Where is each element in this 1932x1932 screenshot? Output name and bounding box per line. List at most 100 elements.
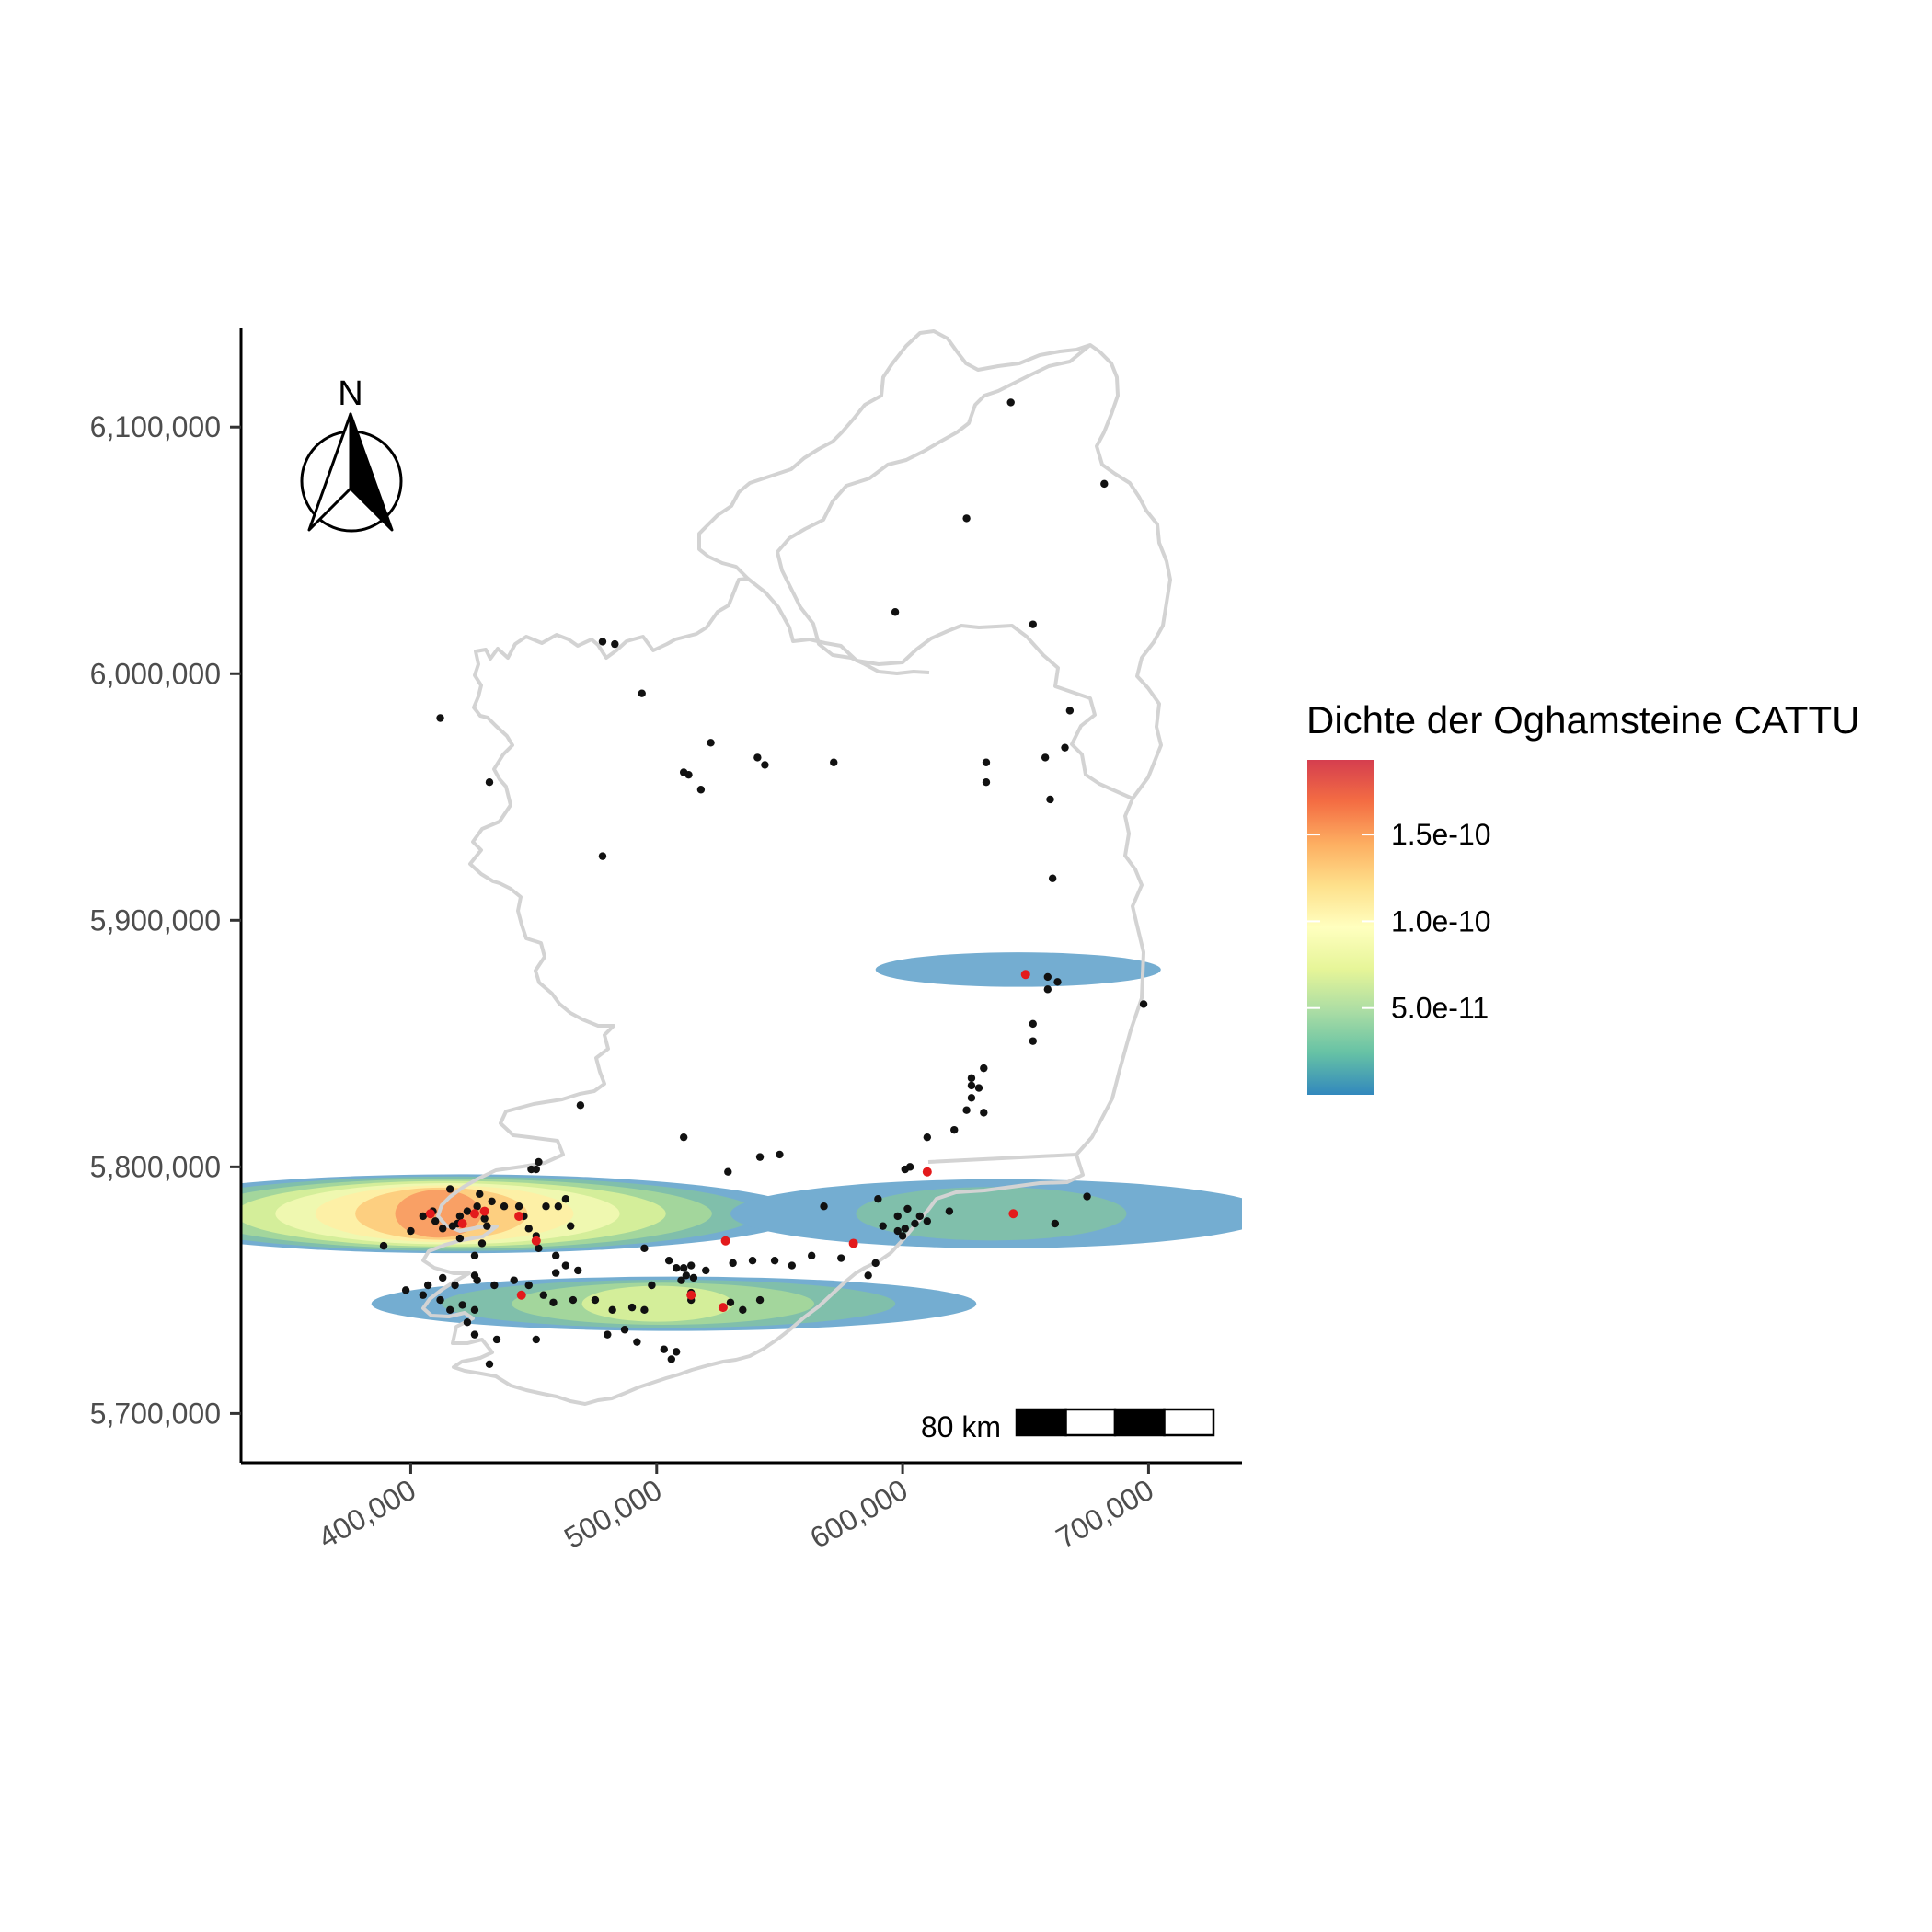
stone-point xyxy=(837,1254,845,1262)
stone-point xyxy=(490,1281,499,1290)
stone-point xyxy=(455,1234,465,1243)
scale-bar-segment xyxy=(1113,1408,1166,1437)
cattu-stone-point xyxy=(922,1167,932,1177)
stone-point xyxy=(982,778,991,787)
stone-point xyxy=(724,1167,732,1176)
stone-point xyxy=(554,1202,563,1211)
stone-point xyxy=(696,786,706,794)
stone-point xyxy=(532,1335,540,1344)
stone-point xyxy=(962,1106,971,1114)
stone-point xyxy=(446,1185,454,1193)
stone-point xyxy=(950,1125,959,1134)
stone-point xyxy=(1139,1000,1148,1008)
y-tick-label: 5,900,000 xyxy=(90,903,221,937)
coastline xyxy=(421,329,1172,1406)
stone-point xyxy=(458,1301,466,1309)
stone-point xyxy=(500,1202,509,1211)
stone-point xyxy=(611,639,619,649)
stone-point xyxy=(633,1338,641,1346)
north-arrow-right-half xyxy=(349,412,394,532)
stone-point xyxy=(820,1202,828,1211)
stone-point xyxy=(1029,1019,1037,1029)
stone-point xyxy=(686,1261,696,1270)
cattu-stone-point xyxy=(531,1236,541,1246)
density-contour xyxy=(875,952,1161,987)
stone-point xyxy=(1048,874,1057,882)
cattu-stone-point xyxy=(686,1290,696,1300)
stone-point xyxy=(702,1266,710,1275)
stone-point xyxy=(524,1281,533,1290)
stone-point xyxy=(1100,479,1109,489)
scale-bar-segment xyxy=(1015,1408,1067,1437)
cattu-stone-point xyxy=(516,1290,526,1300)
stone-point xyxy=(788,1261,797,1270)
cattu-stone-point xyxy=(720,1236,730,1246)
stone-point xyxy=(535,1244,543,1253)
stone-point xyxy=(401,1286,410,1294)
stone-point xyxy=(1053,978,1062,986)
stone-point xyxy=(893,1226,902,1236)
stone-point xyxy=(879,1222,887,1230)
stone-point xyxy=(864,1271,872,1280)
map-panel xyxy=(241,329,1242,1406)
stone-point xyxy=(419,1291,428,1299)
irish-sea-coast xyxy=(1088,343,1172,800)
density-zone-south xyxy=(371,1276,977,1331)
stone-point xyxy=(729,1259,737,1268)
stone-point xyxy=(962,514,971,523)
cattu-stone-point xyxy=(848,1238,858,1248)
stone-point xyxy=(535,1157,543,1167)
stone-point xyxy=(470,1251,479,1260)
stone-point xyxy=(483,1222,491,1230)
north-arrow-label: N xyxy=(338,374,362,413)
stone-point xyxy=(901,1225,909,1233)
stone-point xyxy=(1029,620,1037,628)
stone-point xyxy=(551,1269,560,1277)
stone-point xyxy=(407,1226,415,1236)
density-layer xyxy=(241,952,1242,1331)
stone-point xyxy=(527,1165,535,1174)
legend-colorbar xyxy=(1307,760,1374,1095)
stone-point xyxy=(667,1355,676,1363)
stone-point xyxy=(640,1305,649,1315)
points-layer xyxy=(379,398,1148,1368)
y-tick-label: 6,000,000 xyxy=(90,657,221,690)
stone-point xyxy=(1065,707,1075,715)
stone-point xyxy=(755,1153,765,1161)
stone-point xyxy=(903,1204,912,1213)
stone-point xyxy=(451,1281,459,1290)
stone-point xyxy=(574,1266,582,1275)
stone-point xyxy=(514,1202,523,1211)
density-zone-east xyxy=(875,952,1161,987)
stone-point xyxy=(470,1305,479,1315)
stone-point xyxy=(689,1273,698,1282)
stone-point xyxy=(446,1305,454,1315)
stone-point xyxy=(923,1217,932,1225)
x-tick-label: 600,000 xyxy=(804,1473,913,1555)
stone-point xyxy=(898,1232,907,1240)
y-ticks: 5,700,000 5,800,000 5,900,000 6,000,000 6,10… xyxy=(90,410,241,1430)
stone-point xyxy=(982,758,991,766)
stone-point xyxy=(945,1207,954,1215)
legend: Dichte der Oghamsteine CATTU 5.0e-11 1.0e… xyxy=(1306,698,1859,1095)
cattu-stone-point xyxy=(425,1209,435,1219)
north-arrow: N xyxy=(300,374,403,533)
stone-point xyxy=(488,1197,496,1206)
density-zone-southeast xyxy=(730,1179,1242,1248)
stone-point xyxy=(473,1202,481,1211)
stone-point xyxy=(419,1212,428,1221)
scale-bar-label: 80 km xyxy=(921,1410,1001,1443)
cattu-stone-point xyxy=(514,1211,524,1221)
stone-point xyxy=(923,1133,932,1142)
stone-point xyxy=(753,753,762,762)
stone-point xyxy=(604,1330,612,1339)
legend-title: Dichte der Oghamsteine CATTU xyxy=(1306,698,1859,742)
stone-point xyxy=(608,1305,616,1315)
stone-point xyxy=(684,770,693,779)
stone-point xyxy=(911,1219,919,1228)
stone-point xyxy=(770,1257,779,1265)
stone-point xyxy=(739,1305,747,1315)
stone-point xyxy=(679,1133,688,1142)
stone-point xyxy=(748,1257,757,1265)
